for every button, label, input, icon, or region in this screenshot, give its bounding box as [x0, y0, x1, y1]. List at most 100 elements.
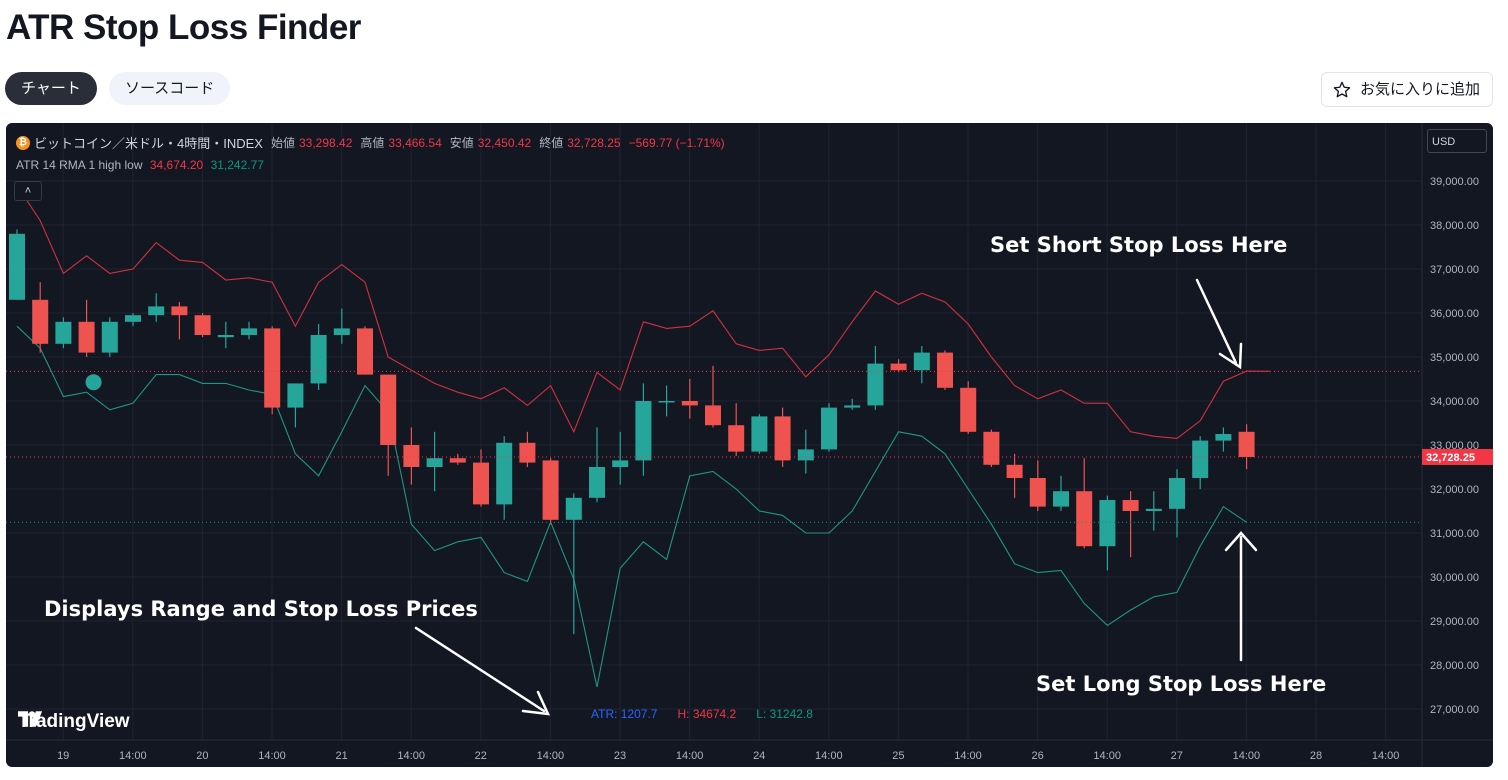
candle: [1238, 424, 1255, 470]
candle-body: [194, 315, 211, 335]
candle-body: [496, 442, 513, 505]
page-title: ATR Stop Loss Finder: [6, 8, 361, 47]
chart-panel[interactable]: 39,000.00 38,000.00 37,000.00 36,000.00 35,0…: [6, 123, 1493, 767]
change-value: −569.77 (−1.71%): [628, 135, 725, 150]
candle: [473, 449, 489, 507]
tab-source-code[interactable]: ソースコード: [109, 72, 231, 105]
time-tick-label: 14:00: [1372, 750, 1400, 762]
candle-body: [612, 460, 629, 467]
candle: [844, 398, 861, 410]
candle: [125, 313, 141, 327]
price-tick-label: 36,000.00: [1430, 308, 1479, 320]
star-icon: [1333, 81, 1351, 97]
candle: [960, 381, 977, 434]
upper-band-line: [16, 185, 1270, 439]
candle-body: [519, 442, 536, 463]
short-arrow-head: [1218, 342, 1243, 370]
candle-body: [983, 431, 1000, 465]
candle-body: [241, 328, 257, 335]
candle-body: [426, 458, 443, 467]
candle-body: [1053, 491, 1069, 507]
candle: [705, 365, 721, 428]
candle: [589, 427, 605, 503]
time-tick-label: 20: [196, 750, 208, 762]
candle-body: [148, 306, 165, 316]
candle: [1145, 491, 1162, 531]
tradingview-logo[interactable]: TradingView: [18, 711, 130, 733]
candle: [333, 308, 350, 344]
candle-body: [1029, 478, 1046, 507]
candle: [403, 427, 420, 485]
candle-body: [1076, 491, 1093, 547]
range-arrow-shaft: [414, 626, 546, 713]
candle: [612, 431, 629, 485]
add-to-favorites-button[interactable]: お気に入りに追加: [1320, 72, 1493, 107]
indicator-legend: ATR 14 RMA 1 high low 34,674.20 31,242.7…: [16, 158, 264, 172]
candle-body: [1169, 478, 1185, 509]
candle-body: [473, 462, 489, 505]
candle-body: [890, 363, 907, 371]
candle-body: [658, 401, 675, 403]
price-tick-label: 34,000.00: [1430, 396, 1479, 408]
candle-body: [542, 460, 559, 520]
high-label: 高値: [360, 136, 385, 150]
favorite-label: お気に入りに追加: [1359, 81, 1480, 98]
currency-selector[interactable]: USD: [1427, 129, 1487, 153]
candle-body: [751, 416, 768, 452]
last-price-label: 32,728.25: [1426, 452, 1475, 464]
time-tick-label: 24: [753, 750, 765, 762]
price-tick-label: 39,000.00: [1430, 176, 1479, 188]
long-arrow-head: [1224, 531, 1258, 552]
candle-body: [449, 458, 466, 463]
tab-chart[interactable]: チャート: [5, 72, 97, 105]
open-value: 33,298.42: [298, 135, 353, 150]
candle-body: [357, 328, 373, 375]
candle-body: [1006, 464, 1023, 478]
candle-body: [867, 363, 884, 406]
time-tick-label: 19: [57, 750, 69, 762]
lower-band-line: [16, 325, 1247, 688]
candle-body: [821, 407, 837, 450]
price-tick-label: 30,000.00: [1430, 572, 1479, 584]
symbol-name: ビットコイン／米ドル・4時間・INDEX: [34, 136, 263, 151]
candle: [287, 383, 304, 428]
candle: [1099, 495, 1116, 571]
time-tick-label: 14:00: [397, 750, 425, 762]
candle-body: [101, 321, 118, 353]
candle: [449, 453, 466, 465]
candle-body: [217, 335, 234, 338]
candle: [264, 326, 281, 415]
time-tick-label: 25: [892, 750, 904, 762]
candle: [380, 374, 397, 476]
candle-body: [681, 401, 698, 406]
price-tick-label: 31,000.00: [1430, 528, 1479, 540]
candle-body: [1099, 500, 1116, 547]
candle-body: [9, 233, 25, 300]
price-tick-label: 37,000.00: [1430, 264, 1479, 276]
indicator-high: 34,674.20: [149, 158, 204, 172]
chevron-up-icon[interactable]: ˄: [14, 181, 42, 201]
candle-body: [1192, 440, 1209, 478]
candle: [1169, 469, 1185, 538]
time-tick-label: 14:00: [676, 750, 704, 762]
candle: [171, 302, 188, 340]
candle-body: [310, 335, 327, 384]
candle: [1006, 453, 1023, 498]
atr-value: ATR: 1207.7: [591, 707, 658, 721]
candle: [310, 324, 327, 390]
tradingview-icon: [18, 711, 43, 727]
candle: [937, 350, 953, 390]
candle: [751, 414, 768, 454]
candle-body: [565, 497, 582, 520]
time-tick-label: 14:00: [119, 750, 147, 762]
short-arrow-shaft: [1195, 278, 1238, 365]
candle: [542, 458, 559, 525]
time-tick-label: 14:00: [1233, 750, 1261, 762]
candlestick-chart[interactable]: 39,000.00 38,000.00 37,000.00 36,000.00 35,0…: [6, 123, 1493, 767]
short-stop-annotation: Set Short Stop Loss Here: [990, 233, 1288, 257]
candle-body: [1215, 434, 1232, 441]
candle: [1215, 427, 1232, 452]
candle-body: [913, 352, 930, 371]
candle-body: [844, 405, 861, 408]
time-tick-label: 14:00: [537, 750, 565, 762]
